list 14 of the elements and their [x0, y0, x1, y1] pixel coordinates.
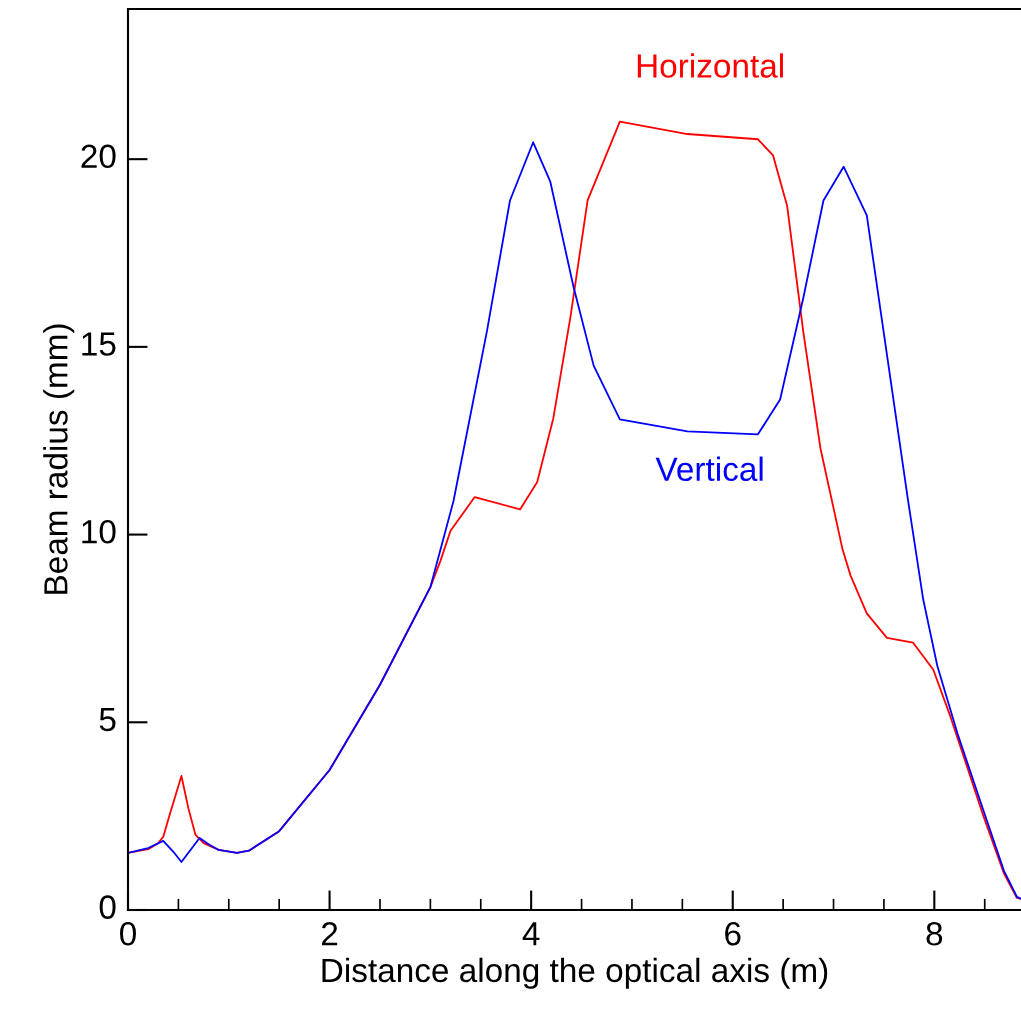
y-tick-label: 10 [82, 519, 116, 544]
x-tick-label: 0 [120, 921, 136, 946]
y-tick-label: 5 [99, 707, 116, 732]
series-label: Vertical [655, 456, 763, 482]
x-axis-title: Distance along the optical axis (m) [322, 957, 828, 989]
y-tick-label: 0 [99, 895, 116, 919]
x-tick-label: 2 [321, 921, 338, 946]
x-tick-label: 4 [522, 922, 540, 946]
x-tick-label: 8 [926, 921, 943, 946]
y-tick-label: 15 [82, 332, 116, 356]
series-label: Horizontal [637, 53, 783, 78]
y-tick-label: 20 [81, 144, 116, 169]
y-axis-title: Beam radius (mm) [43, 324, 75, 594]
x-tick-label: 6 [725, 921, 741, 946]
